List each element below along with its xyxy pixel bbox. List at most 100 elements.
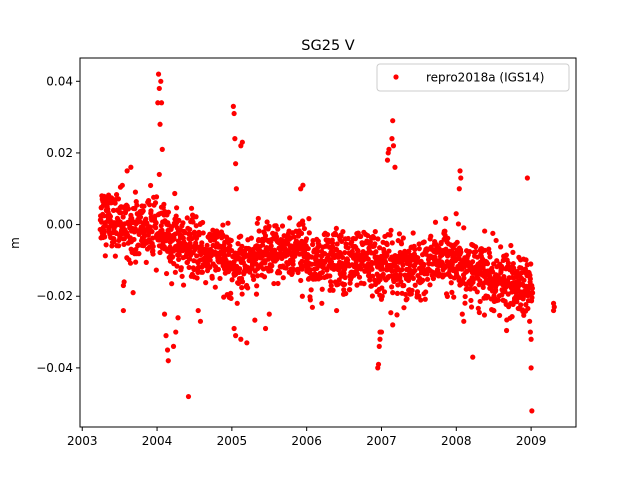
data-point — [390, 143, 397, 149]
data-point — [372, 241, 378, 247]
data-point — [280, 275, 286, 281]
data-point — [199, 269, 206, 275]
data-point — [131, 236, 137, 243]
data-point — [473, 248, 479, 255]
data-point — [153, 267, 159, 273]
data-point — [334, 241, 340, 247]
data-point — [345, 235, 351, 242]
data-point — [421, 239, 427, 245]
data-point — [173, 213, 179, 219]
data-point — [388, 310, 394, 316]
data-point — [387, 232, 393, 238]
data-point — [254, 220, 260, 226]
data-point — [266, 311, 272, 317]
data-point — [234, 300, 240, 306]
data-point — [378, 329, 385, 335]
data-point — [487, 254, 493, 260]
data-point — [188, 205, 195, 211]
data-point — [239, 285, 245, 291]
data-point — [220, 222, 226, 228]
data-point — [521, 277, 527, 283]
data-point — [384, 157, 391, 163]
data-point — [191, 229, 198, 235]
data-point — [290, 261, 296, 268]
plot-frame — [79, 57, 577, 428]
data-point — [456, 186, 462, 192]
data-point — [295, 267, 301, 273]
data-point — [238, 336, 244, 342]
data-point — [524, 175, 530, 181]
data-point — [458, 175, 464, 181]
data-point — [486, 246, 492, 252]
data-point — [453, 211, 459, 217]
data-point — [461, 225, 467, 231]
data-point — [305, 245, 311, 252]
data-point — [307, 267, 314, 273]
data-point — [410, 230, 416, 236]
data-point — [384, 241, 390, 248]
data-point — [339, 238, 345, 245]
data-point — [319, 269, 326, 276]
data-point — [156, 85, 162, 92]
data-point — [262, 325, 269, 332]
data-point — [484, 261, 491, 267]
data-point — [450, 245, 457, 251]
data-point — [384, 252, 390, 258]
data-point — [287, 215, 293, 221]
data-point — [461, 318, 467, 324]
data-point — [477, 298, 483, 305]
data-point — [146, 202, 153, 208]
data-point — [156, 171, 162, 178]
data-point — [394, 290, 400, 296]
data-point — [380, 271, 386, 277]
data-point — [102, 222, 109, 229]
data-point — [353, 258, 359, 265]
data-point — [476, 309, 482, 316]
data-point — [416, 293, 422, 299]
data-point — [291, 234, 297, 240]
data-point — [121, 241, 127, 248]
data-point — [523, 257, 529, 263]
data-point — [354, 282, 360, 288]
data-point — [115, 196, 122, 202]
data-point — [432, 219, 439, 225]
data-point — [341, 281, 348, 288]
data-point — [414, 289, 421, 295]
data-point — [124, 168, 130, 174]
data-point — [269, 263, 275, 269]
data-point — [358, 233, 364, 240]
y-axis-label: m — [8, 237, 22, 249]
data-point — [527, 276, 533, 282]
data-point — [412, 282, 418, 288]
data-point — [400, 235, 406, 241]
data-point — [143, 259, 149, 265]
data-point — [375, 361, 382, 367]
data-point — [328, 279, 334, 285]
data-point — [127, 260, 134, 266]
data-point — [395, 282, 401, 288]
data-point — [322, 251, 328, 257]
data-point — [527, 318, 533, 324]
data-point — [155, 100, 161, 106]
legend: repro2018a (IGS14) — [376, 63, 570, 92]
data-point — [145, 197, 152, 204]
data-point — [144, 220, 150, 226]
data-point — [141, 233, 148, 239]
data-point — [125, 206, 132, 212]
data-point — [174, 205, 180, 211]
data-point — [322, 259, 328, 265]
data-point — [499, 292, 505, 298]
x-tick-label: 2004 — [142, 434, 173, 448]
data-point — [155, 71, 162, 77]
data-point — [262, 233, 269, 239]
data-point — [454, 239, 460, 245]
data-point — [468, 297, 474, 304]
y-tick-label: −0.04 — [36, 361, 73, 375]
data-point — [308, 287, 314, 293]
x-tick-label: 2006 — [291, 434, 322, 448]
data-point — [170, 254, 176, 260]
data-point — [470, 354, 476, 360]
data-point — [511, 265, 517, 271]
data-point — [111, 238, 117, 245]
data-point — [190, 219, 196, 225]
